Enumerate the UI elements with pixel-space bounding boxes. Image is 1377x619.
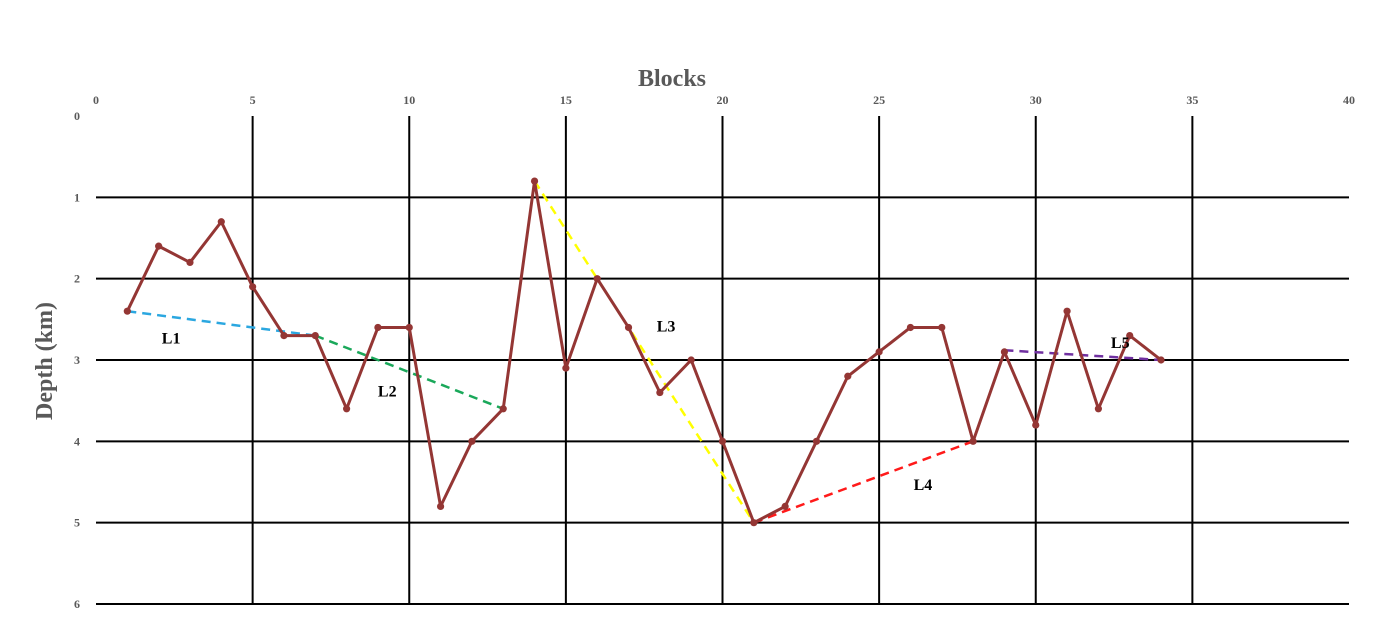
data-point [844,372,852,380]
data-point [938,323,946,332]
y-axis-title: Depth (km) [32,302,58,420]
data-point [499,405,507,413]
y-tick-label: 3 [74,353,80,367]
y-tick-label: 6 [74,597,80,611]
data-point [343,405,351,413]
data-point [593,275,601,283]
y-tick-label: 2 [74,272,80,286]
trend-line-l3 [533,180,755,524]
data-point [1063,307,1071,315]
y-tick-label: 0 [74,109,80,123]
data-point [249,283,257,291]
trend-line-l2 [314,334,504,410]
data-point [1094,405,1102,413]
x-tick-label: 30 [1030,93,1042,107]
data-point [875,348,883,356]
data-point [1000,348,1009,356]
data-point [781,502,789,510]
data-point [280,332,288,340]
x-tick-label: 5 [250,93,256,107]
x-tick-label: 0 [93,93,99,107]
x-tick-label: 35 [1186,93,1198,107]
grid-layer [96,116,1349,605]
data-point [1126,332,1134,340]
data-point [1032,421,1040,429]
data-point [656,388,664,397]
trend-line-l4 [753,440,974,524]
series-layer [123,177,1165,527]
data-point [405,323,413,332]
data-point [1157,356,1165,364]
data-point [311,332,319,340]
y-tick-label: 4 [74,434,80,448]
data-point [468,437,476,445]
depth-series-line [125,179,1162,525]
data-point [155,242,163,250]
x-tick-label: 15 [560,93,572,107]
data-point [812,437,821,445]
data-point [530,177,539,185]
data-point [436,502,445,510]
trend-label-l4: L4 [914,477,933,494]
trend-label-l3: L3 [657,319,676,336]
data-point [969,437,977,445]
x-axis-title: Blocks [638,66,706,92]
x-tick-label: 10 [403,93,415,107]
data-point [374,323,382,332]
trend-label-l5: L5 [1111,335,1130,352]
data-point [718,437,727,445]
x-tick-label: 20 [717,93,729,107]
data-point [562,364,570,372]
x-tick-label: 25 [873,93,885,107]
data-point [750,519,758,527]
data-point [906,323,915,332]
y-tick-label: 5 [74,516,80,530]
y-tick-label: 1 [74,190,80,204]
data-point [687,356,695,364]
trend-line-l1 [127,309,316,337]
data-point [624,323,633,332]
label-layer: 0 5 10 15 20 25 30 35 40 0 1 2 3 4 5 6 L1 L2 L3 L4 L5 [74,93,1355,611]
data-point [217,218,225,226]
x-tick-label: 40 [1343,93,1355,107]
trend-label-l1: L1 [162,331,181,348]
data-point [186,258,194,266]
data-point [123,307,131,315]
trend-label-l2: L2 [378,384,397,401]
